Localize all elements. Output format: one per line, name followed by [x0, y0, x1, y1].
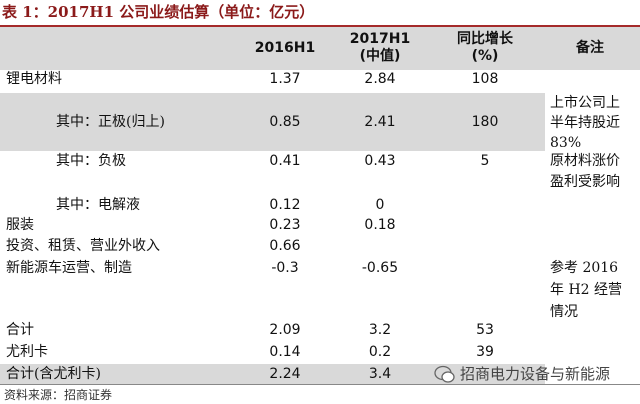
watermark: 招商电力设备与新能源: [460, 365, 611, 383]
cell-value: 3.4: [368, 366, 392, 382]
row-highlight: [0, 364, 545, 384]
table-title: 表 1：2017H1 公司业绩估算（单位：亿元）: [2, 3, 315, 21]
row-label: 其中：负极: [56, 153, 126, 169]
cell-value: 0: [375, 197, 385, 213]
cell-value: 53: [476, 322, 494, 338]
cell-value: 2.09: [269, 322, 301, 338]
header-bg: [0, 27, 640, 70]
cell-value: 3.2: [368, 322, 392, 338]
header-cell: 2017H1: [349, 31, 411, 47]
cell-value: 2.84: [364, 71, 396, 87]
header-cell: 同比增长: [457, 31, 513, 47]
note-line: 年 H2 经营: [550, 282, 623, 298]
title-rule: [0, 25, 640, 27]
note-line: 盈利受影响: [550, 174, 620, 190]
note-line: 参考 2016: [550, 260, 619, 276]
wechat-icon: [434, 365, 455, 383]
cell-value: 0.85: [269, 114, 301, 130]
cell-value: -0.65: [361, 260, 399, 276]
row-label: 合计: [6, 322, 34, 338]
note-line: 原材料涨价: [550, 153, 620, 169]
cell-value: 0.23: [269, 217, 301, 233]
row-label: 合计(含尤利卡): [6, 366, 101, 382]
cell-value: 108: [471, 71, 499, 87]
cell-value: 39: [476, 344, 494, 360]
cell-value: 5: [480, 153, 490, 169]
cell-value: 0.66: [269, 238, 301, 254]
cell-value: 2.41: [364, 114, 396, 130]
header-cell: (中值): [359, 48, 401, 64]
source-note: 资料来源：招商证券: [4, 388, 113, 402]
note-line: 83%: [550, 135, 582, 151]
cell-value: -0.3: [271, 260, 299, 276]
cell-value: 2.24: [269, 366, 301, 382]
header-cell: 备注: [576, 40, 604, 56]
row-label: 新能源车运营、制造: [6, 260, 132, 276]
cell-value: 1.37: [269, 71, 301, 87]
cell-value: 0.14: [269, 344, 301, 360]
bottom-rule: [0, 384, 640, 385]
cell-value: 0.12: [269, 197, 301, 213]
row-label: 其中：正极(归上): [56, 114, 165, 130]
header-cell: 2016H1: [254, 40, 316, 56]
cell-value: 0.41: [269, 153, 301, 169]
cell-value: 0.18: [364, 217, 396, 233]
row-label: 锂电材料: [6, 71, 62, 87]
cell-value: 0.2: [368, 344, 392, 360]
note-line: 情况: [550, 304, 578, 320]
row-label: 投资、租赁、营业外收入: [6, 238, 160, 254]
cell-value: 180: [471, 114, 499, 130]
row-label: 其中：电解液: [56, 197, 140, 213]
note-line: 半年持股近: [550, 115, 620, 131]
cell-value: 0.43: [364, 153, 396, 169]
row-label: 尤利卡: [6, 344, 48, 360]
row-label: 服装: [6, 217, 34, 233]
header-cell: (%): [471, 48, 499, 64]
row-highlight: [0, 93, 545, 151]
note-line: 上市公司上: [550, 95, 620, 111]
